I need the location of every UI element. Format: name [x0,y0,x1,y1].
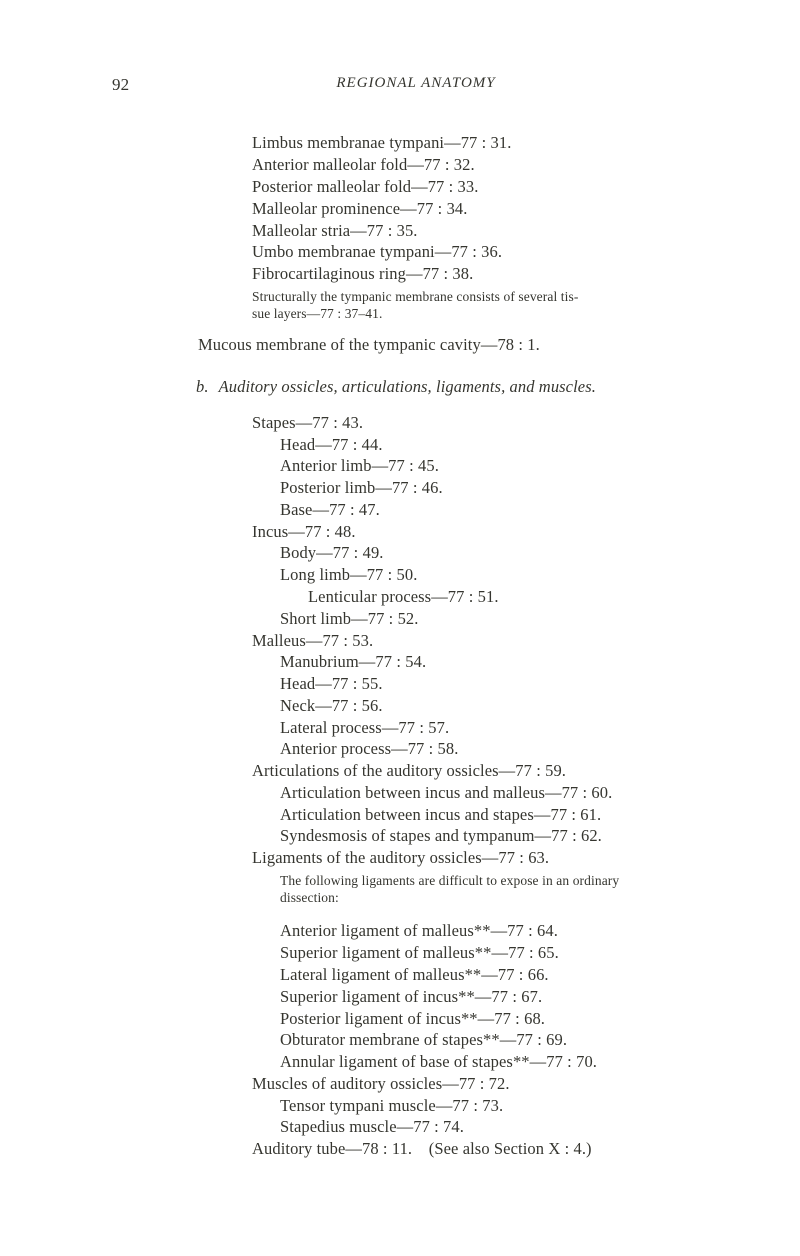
entry-line: Base—77 : 47. [280,499,720,521]
small-note: Structurally the tympanic membrane consi… [252,288,720,323]
note-line: The following ligaments are difficult to… [280,872,720,889]
entry-line: Incus—77 : 48. [252,521,720,543]
running-title: REGIONAL ANATOMY [172,74,660,96]
spacer [252,910,720,920]
entry-line: Short limb—77 : 52. [280,608,720,630]
entry-line: Posterior limb—77 : 46. [280,477,720,499]
page: 92 REGIONAL ANATOMY Limbus membranae tym… [0,0,800,1200]
top-block: Limbus membranae tympani—77 : 31. Anteri… [252,132,720,322]
entry-line: Superior ligament of malleus**—77 : 65. [280,942,720,964]
entry-line: Posterior malleolar fold—77 : 33. [252,176,720,198]
entry-line: Head—77 : 55. [280,673,720,695]
page-number: 92 [112,74,172,96]
entry-line: Malleolar stria—77 : 35. [252,220,720,242]
entry-line: Malleolar prominence—77 : 34. [252,198,720,220]
entry-line: Anterior ligament of malleus**—77 : 64. [280,920,720,942]
entry-line: Articulation between incus and malleus—7… [280,782,720,804]
note-line: dissection: [280,889,720,906]
entry-line: Malleus—77 : 53. [252,630,720,652]
entry-line: Posterior ligament of incus**—77 : 68. [280,1008,720,1030]
entry-line: Limbus membranae tympani—77 : 31. [252,132,720,154]
section-title-text: Auditory ossicles, articulations, ligame… [219,377,596,396]
entry-line: Lateral process—77 : 57. [280,717,720,739]
entry-line: Annular ligament of base of stapes**—77 … [280,1051,720,1073]
note-line: Structurally the tympanic membrane consi… [252,288,720,305]
entry-line: Articulations of the auditory ossicles—7… [252,760,720,782]
entry-line: Ligaments of the auditory ossicles—77 : … [252,847,720,869]
entry-line: Anterior malleolar fold—77 : 32. [252,154,720,176]
section-letter: b. [196,377,209,396]
note-line: sue layers—77 : 37–41. [252,305,720,322]
entry-line: Superior ligament of incus**—77 : 67. [280,986,720,1008]
mucous-line: Mucous membrane of the tympanic cavity—7… [198,334,720,356]
entry-line: Articulation between incus and stapes—77… [280,804,720,826]
entry-line: Tensor tympani muscle—77 : 73. [280,1095,720,1117]
entry-line: Auditory tube—78 : 11. (See also Section… [252,1138,720,1160]
entry-line: Body—77 : 49. [280,542,720,564]
entry-line: Stapedius muscle—77 : 74. [280,1116,720,1138]
section-b-heading: b. Auditory ossicles, articulations, liga… [196,376,720,398]
entry-line: Anterior process—77 : 58. [280,738,720,760]
entry-line: Manubrium—77 : 54. [280,651,720,673]
entry-line: Anterior limb—77 : 45. [280,455,720,477]
entry-line: Lenticular process—77 : 51. [308,586,720,608]
entry-line: Fibrocartilaginous ring—77 : 38. [252,263,720,285]
entry-line: Head—77 : 44. [280,434,720,456]
entry-line: Stapes—77 : 43. [252,412,720,434]
entry-line: Long limb—77 : 50. [280,564,720,586]
entry-line: Neck—77 : 56. [280,695,720,717]
entry-line: Muscles of auditory ossicles—77 : 72. [252,1073,720,1095]
entry-line: Obturator membrane of stapes**—77 : 69. [280,1029,720,1051]
entry-line: Umbo membranae tympani—77 : 36. [252,241,720,263]
entry-line: Lateral ligament of malleus**—77 : 66. [280,964,720,986]
entry-line: Syndesmosis of stapes and tympanum—77 : … [280,825,720,847]
section-b-body: Stapes—77 : 43. Head—77 : 44. Anterior l… [252,412,720,1160]
ligaments-note: The following ligaments are difficult to… [280,872,720,907]
page-header: 92 REGIONAL ANATOMY [112,74,720,96]
